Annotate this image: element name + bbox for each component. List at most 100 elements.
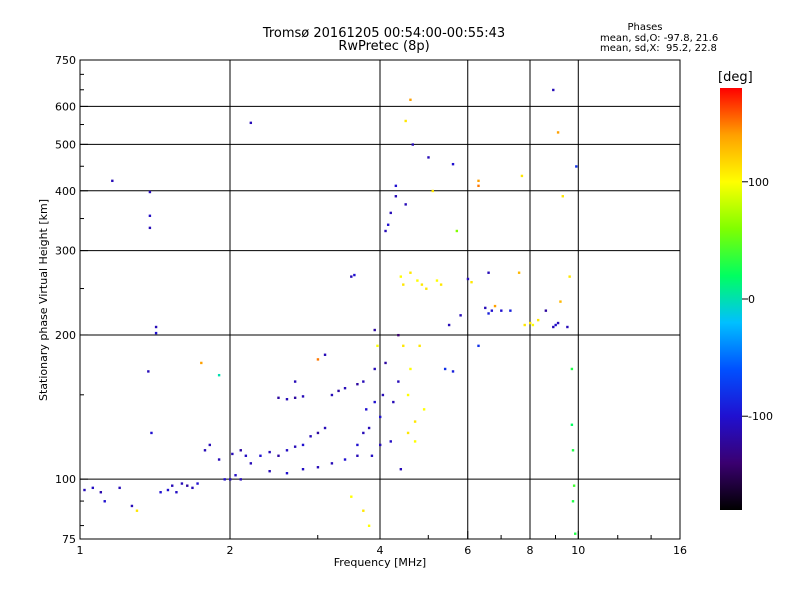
phase-stats-o: mean, sd,O: -97.8, 21.6: [600, 33, 719, 44]
x-axis-label: Frequency [MHz]: [334, 556, 426, 569]
data-point: [409, 367, 412, 371]
data-point: [520, 174, 524, 178]
data-point: [409, 271, 412, 274]
data-point: [556, 131, 560, 134]
data-point: [223, 478, 226, 481]
y-tick-label: 400: [55, 185, 76, 198]
data-point: [394, 184, 398, 188]
x-tick-label: 16: [673, 544, 687, 557]
data-point: [118, 486, 121, 490]
data-point: [268, 469, 271, 473]
data-point: [229, 478, 232, 481]
data-point: [234, 474, 237, 477]
data-point: [148, 226, 152, 230]
data-point: [509, 309, 512, 312]
data-point: [239, 478, 242, 481]
data-point: [386, 223, 390, 226]
data-point: [171, 484, 174, 487]
data-point: [148, 190, 152, 194]
data-point: [244, 454, 248, 457]
data-point: [381, 393, 385, 397]
data-point: [523, 323, 526, 327]
y-tick-label: 500: [55, 138, 76, 151]
data-point: [477, 179, 480, 183]
data-point: [466, 277, 470, 281]
data-point: [362, 380, 365, 383]
data-point: [379, 415, 382, 419]
data-point: [103, 500, 106, 503]
data-point: [147, 370, 150, 373]
data-point: [362, 431, 365, 435]
data-point: [301, 468, 305, 471]
data-point: [477, 344, 480, 348]
data-point: [356, 454, 359, 457]
y-tick-label: 750: [55, 54, 76, 67]
data-point: [231, 452, 234, 456]
y-axis: 75 100 200 300 400 500 600 750: [55, 54, 88, 546]
data-point: [277, 454, 280, 457]
data-point: [148, 214, 152, 217]
data-point: [420, 283, 424, 286]
data-point: [259, 454, 262, 457]
colorbar-tick-label: 0: [748, 293, 755, 306]
data-point: [277, 396, 280, 399]
data-point: [373, 367, 376, 371]
data-point: [566, 325, 569, 329]
data-point: [404, 119, 407, 123]
colorbar-ticks: 100 0 -100: [742, 176, 773, 423]
data-point: [208, 443, 211, 447]
x-tick-label: 4: [377, 544, 384, 557]
data-point: [285, 398, 289, 401]
data-point: [373, 328, 376, 332]
data-point: [413, 420, 417, 423]
data-point: [406, 431, 410, 435]
data-point: [570, 367, 574, 371]
x-tick-label: 1: [77, 544, 84, 557]
data-point: [293, 380, 297, 383]
data-point: [500, 309, 503, 312]
data-point: [111, 179, 114, 183]
grid-lines: [80, 60, 680, 539]
data-point: [413, 440, 417, 443]
data-point: [425, 287, 428, 290]
data-point: [399, 468, 403, 471]
data-point: [556, 321, 560, 325]
data-point: [459, 314, 462, 317]
data-point: [135, 509, 139, 512]
data-point: [186, 484, 189, 487]
data-point: [268, 450, 271, 454]
data-point: [536, 318, 540, 322]
x-tick-label: 2: [227, 544, 234, 557]
data-point: [293, 445, 297, 448]
data-point: [323, 353, 327, 356]
y-tick-label: 600: [55, 100, 76, 113]
data-point: [552, 88, 555, 92]
data-point: [316, 431, 320, 435]
data-point: [83, 488, 86, 492]
data-point: [91, 486, 95, 490]
data-point: [451, 370, 455, 373]
data-point: [370, 454, 374, 457]
phase-stats-heading: Phases: [627, 22, 663, 33]
data-point: [552, 325, 555, 329]
data-point: [353, 273, 356, 277]
data-point: [575, 165, 578, 168]
data-point: [217, 373, 221, 377]
data-point: [180, 482, 184, 485]
data-point: [159, 491, 162, 494]
data-point: [365, 408, 368, 411]
colorbar-label: [deg]: [718, 70, 753, 85]
data-point: [561, 195, 564, 198]
data-point: [570, 423, 574, 426]
data-point: [411, 143, 414, 146]
data-point: [337, 389, 340, 393]
colorbar-tick-label: 100: [748, 176, 769, 189]
data-point: [203, 449, 207, 452]
data-point: [285, 449, 289, 452]
data-point: [493, 304, 497, 308]
data-point: [447, 323, 451, 327]
data-point: [166, 488, 170, 492]
data-point: [384, 229, 387, 233]
data-point: [389, 211, 392, 215]
